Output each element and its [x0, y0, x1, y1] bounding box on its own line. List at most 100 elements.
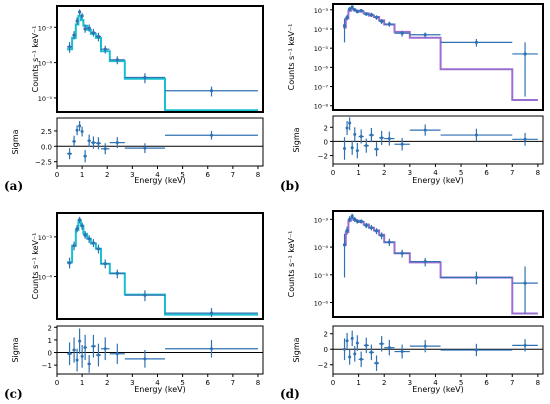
y-tick-label: 0	[324, 138, 328, 146]
point-marker	[115, 141, 119, 145]
residual-point	[363, 337, 369, 354]
data-point	[109, 269, 125, 279]
x-tick-label: 4	[433, 379, 438, 387]
y-tick-label: 10⁻⁴	[38, 60, 53, 68]
residual-point	[512, 132, 538, 146]
residual-point	[80, 344, 84, 368]
residual-point	[384, 131, 395, 146]
x-tick-label: 6	[484, 169, 489, 177]
point-marker	[72, 244, 76, 248]
point-marker	[75, 128, 79, 132]
point-marker	[209, 89, 214, 93]
y-tick-label: 10⁻⁷	[314, 84, 329, 92]
x-tick-label: 7	[510, 169, 514, 177]
residual-point	[109, 343, 125, 364]
data-point	[379, 19, 385, 25]
residual-point	[394, 344, 410, 359]
residual-point	[83, 150, 87, 163]
residual-point	[75, 348, 79, 372]
residual-point	[353, 346, 357, 362]
data-point	[90, 239, 96, 248]
data-point	[345, 14, 349, 21]
x-tick-label: 7	[231, 379, 235, 387]
point-marker	[364, 223, 368, 228]
y-tick-label: 2	[324, 331, 328, 339]
data-point	[409, 32, 441, 38]
point-marker	[78, 218, 82, 222]
data-point	[72, 31, 76, 40]
point-marker	[355, 149, 359, 153]
data-point	[358, 8, 364, 13]
residual-point	[343, 137, 347, 160]
data-point	[72, 241, 76, 251]
point-marker	[345, 126, 349, 130]
data-point	[342, 233, 347, 278]
point-marker	[83, 345, 87, 349]
x-tick-label: 1	[356, 169, 360, 177]
y-tick-label: 10⁻³	[314, 216, 329, 224]
x-tick-label: 4	[155, 171, 160, 179]
y-axis-label: Sigma	[11, 337, 20, 362]
residual-point	[345, 120, 349, 136]
point-marker	[369, 350, 373, 354]
x-tick-label: 5	[180, 379, 184, 387]
y-tick-label: 2	[48, 324, 52, 332]
residual-point	[379, 130, 385, 145]
point-marker	[143, 75, 147, 80]
data-point	[384, 238, 395, 246]
x-tick-label: 1	[356, 379, 360, 387]
residual-point	[348, 349, 352, 365]
point-marker	[343, 146, 347, 150]
data-point	[394, 30, 410, 37]
residual-point	[368, 344, 374, 361]
point-marker	[78, 10, 82, 14]
point-marker	[369, 13, 374, 17]
point-marker	[355, 10, 359, 14]
point-marker	[68, 352, 72, 356]
y-axis-label: Sigma	[292, 337, 301, 362]
data-point	[345, 226, 349, 235]
point-marker	[348, 7, 352, 11]
point-marker	[380, 136, 384, 140]
point-marker	[400, 142, 404, 146]
panel-label-b: (b)	[280, 179, 300, 193]
x-tick-label: 2	[382, 379, 386, 387]
x-tick-label: 2	[382, 169, 386, 177]
point-marker	[342, 243, 347, 247]
y-tick-label: 0	[324, 346, 328, 354]
point-marker	[96, 353, 100, 357]
point-marker	[75, 227, 79, 231]
x-tick-label: 5	[459, 169, 463, 177]
y-tick-label: 0.0	[41, 143, 52, 151]
point-marker	[387, 346, 391, 350]
residual-point	[109, 137, 125, 149]
residual-point	[440, 343, 513, 357]
point-marker	[523, 52, 527, 56]
x-tick-label: 3	[408, 379, 412, 387]
residual-frame	[332, 325, 544, 375]
residual-point	[67, 342, 73, 366]
x-tick-label: 8	[256, 171, 260, 179]
y-tick-label: 10⁻⁴	[314, 26, 329, 34]
point-marker	[387, 137, 391, 141]
data-point	[78, 9, 82, 16]
residual-point	[67, 148, 73, 160]
point-marker	[355, 219, 359, 223]
spectrum-frame	[332, 3, 544, 111]
point-marker	[374, 15, 379, 20]
y-tick-label: 10⁻⁴	[314, 244, 329, 252]
residual-point	[363, 138, 369, 153]
y-tick-label: 10⁻⁵	[314, 272, 329, 280]
point-marker	[380, 19, 384, 23]
residual-frame	[56, 117, 264, 167]
x-tick-label: 1	[80, 171, 84, 179]
data-point	[440, 39, 513, 47]
point-marker	[83, 154, 87, 158]
data-point	[75, 224, 79, 233]
point-marker	[345, 339, 349, 343]
point-marker	[115, 58, 119, 62]
residual-point	[124, 350, 166, 368]
model-curve	[67, 14, 258, 112]
data-point	[83, 231, 87, 239]
x-tick-label: 6	[484, 379, 489, 387]
